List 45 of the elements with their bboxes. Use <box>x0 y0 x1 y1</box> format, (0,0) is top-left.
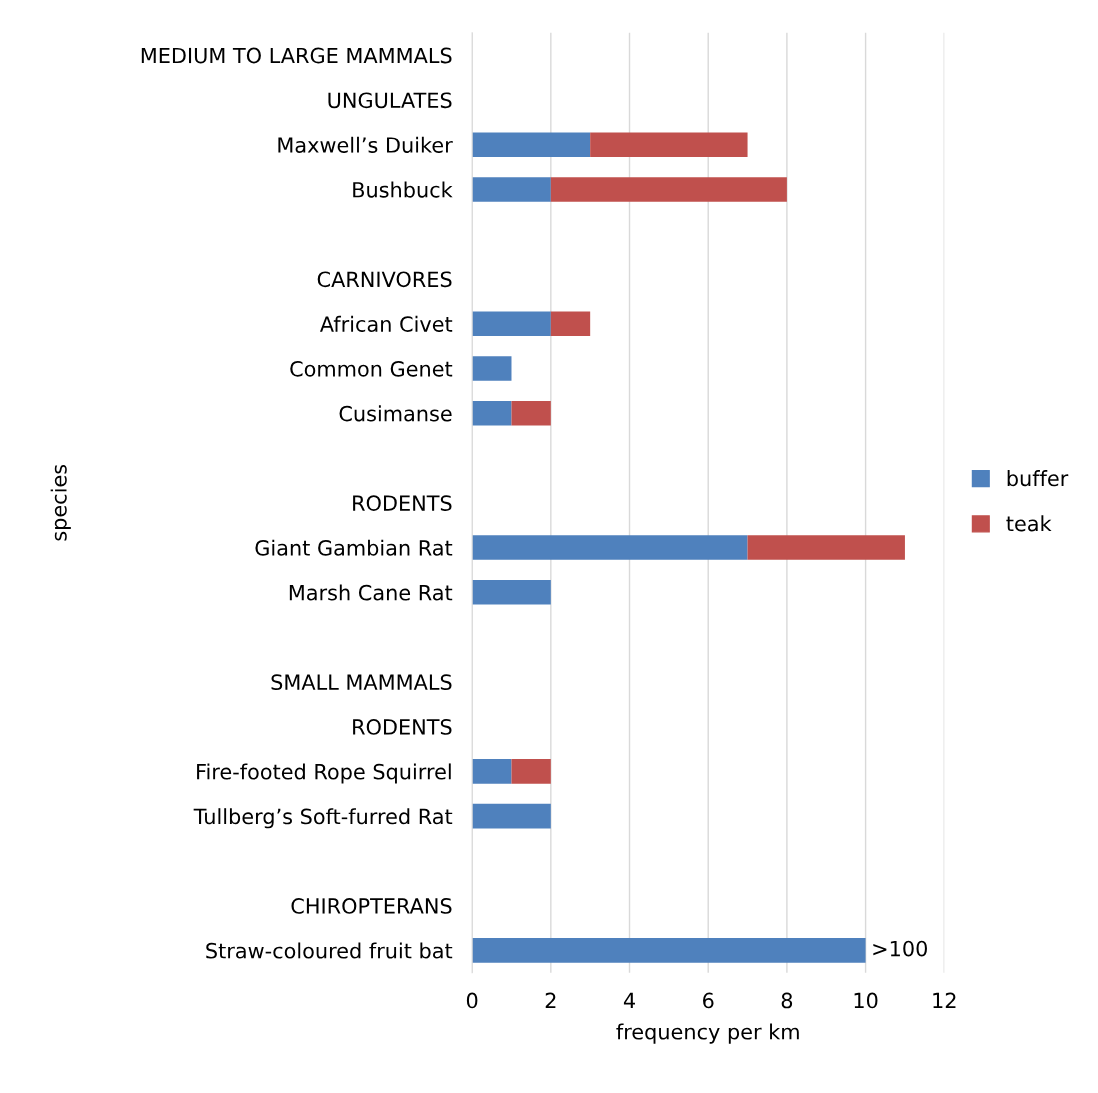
bar <box>590 132 748 157</box>
y-tick-label: Marsh Cane Rat <box>289 584 453 601</box>
x-tick-label: 10 <box>854 992 878 1009</box>
bar <box>550 311 591 337</box>
y-tick-label: Bushbuck <box>353 181 453 198</box>
bar <box>472 535 748 560</box>
bar <box>472 938 866 963</box>
legend-label: teak <box>1006 515 1052 532</box>
y-tick-label: Common Genet <box>290 360 453 377</box>
y-tick-label: Cusimanse <box>339 405 452 422</box>
x-tick-label: 4 <box>623 992 635 1009</box>
x-tick-label: 6 <box>703 992 714 1009</box>
x-axis-title: frequency per km <box>616 1023 799 1044</box>
bar <box>472 311 551 337</box>
bar <box>472 177 551 202</box>
y-tick-label: CHIROPTERANS <box>291 898 452 914</box>
legend-label: buffer <box>1007 470 1069 487</box>
bar <box>472 356 512 381</box>
y-tick-label: RODENTS <box>353 719 452 735</box>
x-tick-label: 2 <box>545 992 556 1009</box>
bar <box>511 400 551 426</box>
bar <box>747 535 905 560</box>
y-tick-label: Fire-footed Rope Squirrel <box>197 763 451 784</box>
y-tick-label: SMALL MAMMALS <box>271 674 452 691</box>
x-tick-label: 8 <box>781 992 793 1009</box>
x-tick-label: 0 <box>466 992 478 1009</box>
bar <box>511 759 551 784</box>
bar <box>472 803 551 829</box>
bar <box>550 177 787 202</box>
y-axis-title: species <box>50 464 71 541</box>
bar <box>472 759 512 784</box>
bar <box>472 400 512 426</box>
x-tick-label: 12 <box>933 992 956 1009</box>
y-tick-label: Maxwell’s Duiker <box>278 136 453 153</box>
y-tick-label: Giant Gambian Rat <box>255 539 453 556</box>
y-tick-label: UNGULATES <box>328 92 452 109</box>
bar <box>472 132 591 157</box>
y-tick-label: Straw-coloured fruit bat <box>206 942 453 959</box>
y-tick-label: RODENTS <box>353 495 452 511</box>
y-tick-label: African Civet <box>319 315 453 332</box>
annotation: >100 <box>873 940 927 957</box>
bar <box>472 579 551 605</box>
y-tick-label: Tullberg’s Soft-furred Rat <box>193 808 453 829</box>
y-tick-label: CARNIVORES <box>317 271 452 288</box>
y-tick-label: MEDIUM TO LARGE MAMMALS <box>141 47 452 64</box>
